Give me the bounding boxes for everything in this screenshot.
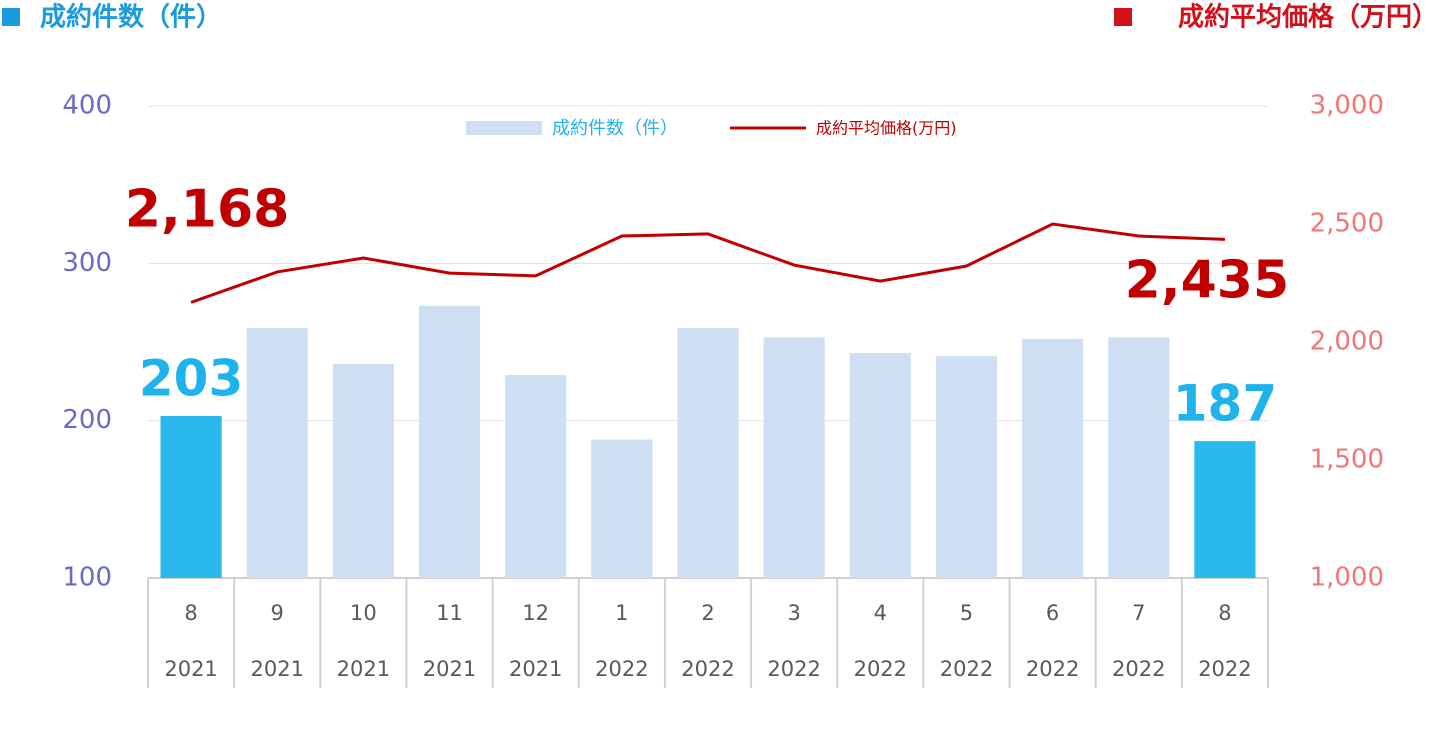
x-tick-label: 4 [874,601,887,625]
bar [160,415,222,578]
x-tick-label: 7 [1132,601,1145,625]
y-tick-label: 400 [62,91,112,121]
legend-swatch [466,121,542,135]
y-tick-label: 200 [62,405,112,435]
y2-tick-label: 2,000 [1310,327,1384,357]
x-tick-year: 2022 [1198,657,1251,681]
bar [246,327,308,578]
x-tick-label: 3 [787,601,800,625]
bar [849,353,911,578]
y2-tick-label: 3,000 [1310,91,1384,121]
y2-tick-label: 1,000 [1310,563,1384,593]
x-tick-year: 2021 [251,657,304,681]
x-tick-year: 2022 [595,657,648,681]
y2-label-marker [1114,8,1132,26]
x-tick-label: 5 [960,601,973,625]
x-tick-year: 2021 [337,657,390,681]
y2-tick-label: 1,500 [1310,445,1384,475]
x-tick-year: 2021 [423,657,476,681]
bar [677,327,739,578]
y2-axis-title: 成約平均価格（万円） [1178,2,1438,33]
x-tick-label: 8 [184,601,197,625]
bar [505,375,567,578]
x-tick-year: 2022 [940,657,993,681]
x-tick-year: 2022 [681,657,734,681]
x-tick-label: 11 [436,601,463,625]
y-tick-label: 100 [62,563,112,593]
x-tick-label: 1 [615,601,628,625]
y-label-marker [2,8,20,26]
bar-value-label: 187 [1173,375,1277,433]
bar [1194,441,1256,578]
bar [763,337,825,578]
line-value-label: 2,168 [125,179,289,239]
x-tick-year: 2022 [1026,657,1079,681]
y-axis-title: 成約件数（件） [40,2,222,33]
bar [591,439,653,578]
x-tick-year: 2022 [1112,657,1165,681]
x-tick-label: 12 [522,601,549,625]
legend-label: 成約件数（件） [552,118,678,139]
x-tick-year: 2022 [854,657,907,681]
x-tick-label: 8 [1218,601,1231,625]
y-tick-label: 300 [62,248,112,278]
y2-tick-label: 2,500 [1310,209,1384,239]
x-tick-year: 2022 [767,657,820,681]
legend-label: 成約平均価格(万円) [816,119,957,138]
bar [935,356,998,578]
x-tick-label: 9 [271,601,284,625]
x-tick-label: 2 [701,601,714,625]
line-value-label: 2,435 [1125,250,1289,310]
bar [332,364,394,578]
line [190,222,1225,304]
x-tick-label: 6 [1046,601,1059,625]
x-tick-year: 2021 [164,657,217,681]
bar [1108,337,1170,578]
x-tick-label: 10 [350,601,377,625]
x-tick-year: 2021 [509,657,562,681]
bar [1022,338,1084,578]
bar [418,305,481,578]
bar-value-label: 203 [139,349,243,407]
